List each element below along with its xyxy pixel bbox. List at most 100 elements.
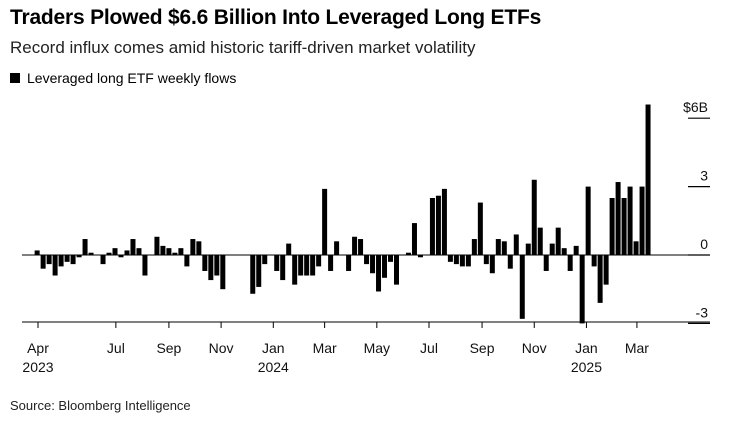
bar (172, 252, 178, 255)
bar (250, 255, 256, 294)
bar (274, 255, 280, 271)
chart-title: Traders Plowed $6.6 Billion Into Leverag… (10, 6, 542, 29)
bar (106, 252, 112, 255)
bar (597, 255, 603, 303)
x-tick-label: Apr (27, 340, 49, 356)
x-tick-label: May (364, 340, 390, 356)
bar (124, 250, 130, 255)
bar (489, 255, 495, 274)
bar (393, 255, 399, 285)
bar (208, 255, 214, 281)
bar (364, 255, 370, 265)
chart-subtitle: Record influx comes amid historic tariff… (10, 38, 476, 57)
bar (88, 252, 94, 255)
bar (280, 255, 286, 281)
bar (196, 241, 202, 255)
bar (531, 179, 537, 255)
y-tick-label: 0 (700, 236, 708, 252)
bar (453, 255, 459, 265)
bar (316, 255, 322, 267)
bar (513, 234, 519, 255)
bar (435, 195, 441, 255)
bar (178, 248, 184, 255)
bar (441, 188, 447, 255)
bar (543, 255, 549, 271)
bar (70, 255, 76, 265)
y-tick-label: -3 (696, 304, 709, 320)
bar (46, 255, 52, 265)
bar (639, 186, 645, 255)
bar (190, 239, 196, 255)
bar (358, 239, 364, 255)
bar (64, 255, 70, 262)
bar (483, 255, 489, 265)
bar (370, 255, 376, 274)
x-tick-label: Sep (470, 340, 495, 356)
source-note: Source: Bloomberg Intelligence (10, 398, 191, 413)
bar (256, 255, 262, 287)
bar (405, 252, 411, 255)
bar (202, 255, 208, 271)
bar (519, 255, 525, 319)
bar (100, 255, 106, 265)
bar (417, 255, 423, 258)
bar (621, 198, 627, 255)
bar (573, 245, 579, 255)
bar (579, 255, 585, 324)
bar (411, 223, 417, 255)
bar (627, 186, 633, 255)
legend-swatch (10, 73, 20, 83)
bar (154, 236, 160, 255)
x-tick-label: Jul (107, 340, 125, 356)
bar (334, 241, 340, 255)
bar (477, 202, 483, 255)
bar (298, 255, 304, 276)
bar (328, 255, 334, 271)
bar (112, 248, 118, 255)
bar (645, 104, 651, 256)
x-tick-label: Jan (262, 340, 285, 356)
bar (34, 250, 40, 255)
x-tick-label: Mar (313, 340, 337, 356)
bar (537, 227, 543, 255)
bar (130, 239, 136, 255)
legend: Leveraged long ETF weekly flows (10, 70, 236, 86)
bar (591, 255, 597, 267)
bar (262, 255, 268, 265)
bar (501, 241, 507, 255)
x-tick-year: 2023 (22, 359, 53, 375)
bar (465, 255, 471, 267)
y-tick-label: 3 (700, 168, 708, 184)
bar (52, 255, 58, 276)
bar (376, 255, 382, 292)
bar (603, 255, 609, 285)
bar (549, 243, 555, 255)
bar (633, 241, 639, 255)
bar (346, 255, 352, 271)
bar (429, 198, 435, 255)
bar (118, 255, 124, 258)
bar (214, 255, 220, 276)
bar (555, 227, 561, 255)
bar (471, 239, 477, 255)
legend-label: Leveraged long ETF weekly flows (27, 70, 237, 86)
bar (459, 255, 465, 267)
bar (585, 186, 591, 255)
x-tick-label: Jul (420, 340, 438, 356)
x-tick-label: Nov (209, 340, 234, 356)
bar (310, 255, 316, 276)
bar (142, 255, 148, 276)
bar (292, 255, 298, 285)
bar (567, 255, 573, 271)
bar (447, 255, 453, 262)
bar (609, 198, 615, 255)
bar (76, 255, 82, 258)
x-tick-label: Jan (575, 340, 598, 356)
y-tick-label: $6B (683, 99, 708, 115)
bar (561, 248, 567, 255)
bar (160, 245, 166, 255)
bar (322, 188, 328, 255)
bar (495, 239, 501, 255)
bar (352, 236, 358, 255)
